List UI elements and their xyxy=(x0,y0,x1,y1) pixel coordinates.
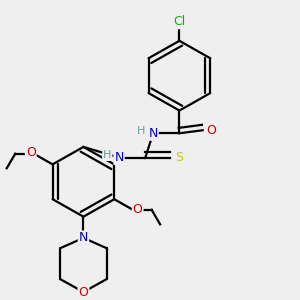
Text: O: O xyxy=(133,203,142,216)
Text: N: N xyxy=(148,127,158,140)
Text: O: O xyxy=(26,146,36,159)
Text: O: O xyxy=(206,124,216,137)
Text: N: N xyxy=(114,151,124,164)
Text: H: H xyxy=(103,150,112,160)
Text: N: N xyxy=(79,231,88,244)
Text: H: H xyxy=(137,126,146,136)
Text: S: S xyxy=(175,151,183,164)
Text: Cl: Cl xyxy=(173,15,185,28)
Text: O: O xyxy=(79,286,88,298)
